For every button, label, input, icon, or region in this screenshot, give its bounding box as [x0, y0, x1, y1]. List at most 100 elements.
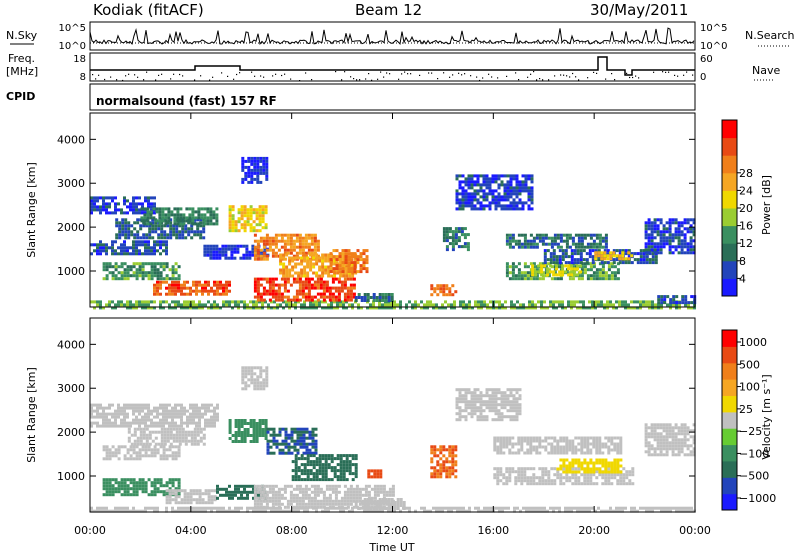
- heatmap-cell: [262, 159, 266, 163]
- heatmap-cell: [193, 436, 197, 440]
- heatmap-cell: [524, 177, 528, 181]
- heatmap-cell: [199, 436, 203, 440]
- heatmap-cell: [313, 505, 317, 509]
- heatmap-cell: [301, 493, 305, 497]
- heatmap-cell: [135, 205, 138, 209]
- heatmap-cell: [123, 262, 127, 266]
- heatmap-cell: [316, 254, 320, 258]
- heatmap-cell: [261, 422, 265, 425]
- nave-dot: [200, 75, 202, 77]
- heatmap-cell: [129, 445, 133, 449]
- heatmap-cell: [168, 415, 171, 419]
- nave-tick-low: 0: [700, 72, 706, 83]
- heatmap-cell: [177, 403, 180, 407]
- heatmap-cell: [441, 303, 444, 307]
- heatmap-cell: [188, 213, 192, 217]
- heatmap-cell: [675, 295, 679, 299]
- heatmap-cell: [518, 207, 522, 211]
- heatmap-cell: [295, 292, 299, 296]
- heatmap-cell: [160, 430, 164, 434]
- heatmap-cell: [237, 306, 240, 310]
- heatmap-cell: [198, 495, 202, 499]
- heatmap-cell: [256, 257, 260, 261]
- heatmap-cell: [240, 496, 243, 500]
- heatmap-cell: [598, 268, 602, 272]
- heatmap-cell: [253, 248, 257, 252]
- heatmap-cell: [331, 502, 335, 506]
- heatmap-cell: [127, 436, 131, 440]
- heatmap-cell: [253, 156, 257, 160]
- heatmap-cell: [350, 267, 354, 271]
- heatmap-cell: [165, 418, 168, 422]
- heatmap-cell: [327, 268, 331, 272]
- heatmap-cell: [598, 233, 602, 237]
- heatmap-cell: [456, 509, 459, 513]
- heatmap-cell: [376, 487, 380, 491]
- heatmap-cell: [135, 415, 138, 419]
- heatmap-cell: [464, 183, 468, 187]
- heatmap-cell: [321, 256, 325, 260]
- heatmap-cell: [151, 230, 155, 234]
- heatmap-cell: [274, 298, 278, 302]
- heatmap-cell: [213, 283, 216, 287]
- heatmap-cell: [301, 239, 305, 243]
- heatmap-cell: [138, 412, 141, 416]
- heatmap-cell: [141, 409, 144, 413]
- heatmap-cell: [458, 397, 462, 401]
- heatmap-cell: [271, 242, 275, 246]
- heatmap-cell: [174, 268, 178, 272]
- heatmap-cell: [567, 506, 570, 510]
- heatmap-cell: [305, 430, 309, 434]
- heatmap-cell: [199, 236, 203, 240]
- heatmap-cell: [273, 509, 276, 513]
- heatmap-cell: [168, 492, 172, 496]
- heatmap-cell: [206, 207, 210, 211]
- heatmap-cell: [351, 506, 354, 510]
- heatmap-cell: [102, 406, 105, 410]
- freq-label-2: [MHz]: [6, 65, 38, 78]
- heatmap-cell: [303, 463, 307, 467]
- heatmap-cell: [162, 451, 166, 455]
- heatmap-cell: [265, 375, 269, 379]
- heatmap-cell: [144, 415, 147, 419]
- heatmap-cell: [309, 300, 312, 304]
- heatmap-cell: [204, 489, 208, 493]
- heatmap-cell: [378, 509, 381, 513]
- heatmap-cell: [461, 198, 465, 202]
- heatmap-cell: [535, 277, 539, 281]
- heatmap-cell: [535, 274, 539, 278]
- heatmap-cell: [126, 406, 129, 410]
- heatmap-cell: [651, 255, 655, 259]
- heatmap-cell: [187, 230, 191, 234]
- heatmap-cell: [207, 495, 211, 499]
- heatmap-cell: [531, 273, 535, 277]
- heatmap-cell: [190, 224, 194, 228]
- heatmap-cell: [592, 265, 596, 269]
- heatmap-cell: [198, 406, 201, 410]
- heatmap-cell: [426, 303, 429, 307]
- heatmap-cell: [464, 418, 468, 422]
- heatmap-cell: [441, 509, 444, 513]
- heatmap-cell: [671, 221, 675, 225]
- heatmap-cell: [680, 230, 684, 234]
- heatmap-cell: [133, 433, 137, 437]
- heatmap-cell: [184, 433, 188, 437]
- heatmap-cell: [192, 498, 196, 502]
- heatmap-cell: [687, 506, 690, 510]
- heatmap-cell: [549, 258, 553, 262]
- heatmap-cell: [458, 394, 462, 398]
- noise-tick-high: 10^5: [59, 23, 86, 34]
- heatmap-cell: [192, 418, 195, 422]
- heatmap-cell: [233, 244, 237, 248]
- heatmap-cell: [118, 230, 122, 234]
- heatmap-cell: [307, 257, 311, 261]
- heatmap-cell: [153, 252, 156, 256]
- heatmap-cell: [271, 236, 275, 240]
- heatmap-cell: [186, 418, 189, 422]
- heatmap-cell: [518, 183, 522, 187]
- heatmap-cell: [175, 436, 179, 440]
- heatmap-cell: [250, 180, 254, 184]
- heatmap-cell: [343, 280, 347, 284]
- heatmap-cell: [210, 506, 213, 510]
- heatmap-cell: [181, 430, 185, 434]
